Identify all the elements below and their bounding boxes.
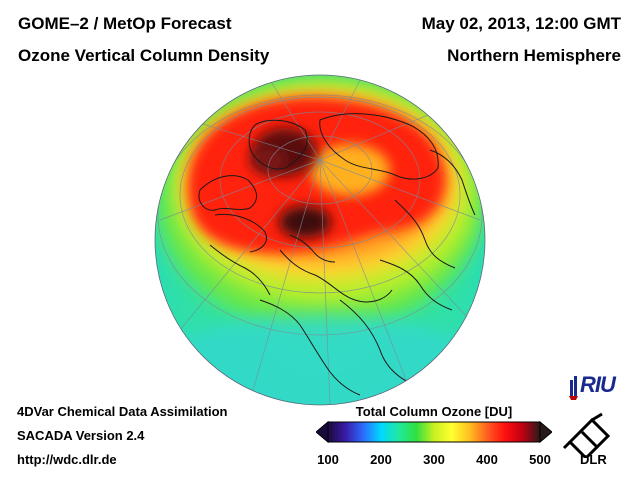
title-quantity: Ozone Vertical Column Density: [18, 46, 270, 65]
colorbar-tick-label: 200: [370, 452, 392, 467]
colorbar-tick-label: 400: [476, 452, 498, 467]
colorbar: [316, 420, 552, 444]
riu-logo-text: RIU: [580, 372, 616, 397]
globe-surface: [155, 75, 485, 405]
colorbar-tick-label: 300: [423, 452, 445, 467]
title-product: GOME–2 / MetOp Forecast: [18, 14, 232, 33]
dlr-logo-text: DLR: [580, 452, 607, 467]
colorbar-gradient: [327, 421, 541, 443]
colorbar-title: Total Column Ozone [DU]: [355, 404, 513, 419]
colorbar-high-arrow: [539, 420, 552, 444]
coastlines: [198, 113, 476, 396]
graticule: [157, 79, 483, 405]
colorbar-tick-label: 500: [529, 452, 551, 467]
title-datetime: May 02, 2013, 12:00 GMT: [421, 14, 621, 33]
footer-method: 4DVar Chemical Data Assimilation: [17, 404, 228, 419]
colorbar-tick-label: 100: [317, 452, 339, 467]
title-region: Northern Hemisphere: [447, 46, 621, 65]
footer-url[interactable]: http://wdc.dlr.de: [17, 452, 117, 467]
riu-logo-icon: [569, 376, 578, 400]
footer-version: SACADA Version 2.4: [17, 428, 145, 443]
dlr-logo-icon: [562, 412, 611, 458]
colorbar-low-arrow: [316, 420, 329, 444]
